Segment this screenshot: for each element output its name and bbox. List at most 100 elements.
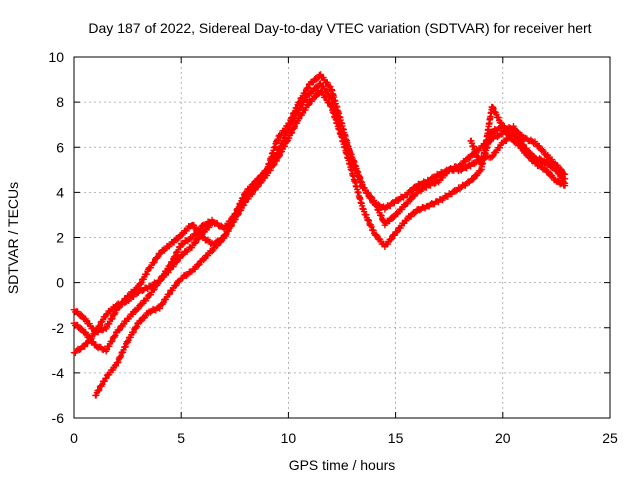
data-point <box>179 252 186 259</box>
data-point <box>327 83 334 90</box>
data-point <box>240 201 248 209</box>
data-point <box>208 216 216 224</box>
y-axis-label: SDTVAR / TECUs <box>5 182 21 294</box>
data-point <box>254 183 262 190</box>
data-point <box>254 184 261 191</box>
x-tick-label: 0 <box>70 430 78 446</box>
data-point <box>324 88 331 95</box>
data-point <box>368 193 375 201</box>
data-point <box>95 387 102 395</box>
data-point <box>507 132 514 140</box>
data-point <box>166 290 173 298</box>
data-point <box>411 210 418 217</box>
x-tick-label: 20 <box>495 430 511 446</box>
data-point <box>291 123 299 130</box>
data-point <box>138 301 145 309</box>
data-point <box>209 247 216 255</box>
data-point <box>234 211 242 219</box>
data-point <box>559 175 566 182</box>
data-point <box>143 270 150 278</box>
data-point <box>416 207 423 214</box>
data-point <box>387 236 394 243</box>
data-point <box>288 129 296 136</box>
data-point <box>312 94 319 101</box>
data-point <box>305 84 312 91</box>
data-point <box>102 374 110 382</box>
data-point <box>489 104 496 111</box>
data-point <box>390 214 397 222</box>
data-point <box>304 85 311 92</box>
data-point <box>242 198 249 206</box>
data-point <box>156 250 163 258</box>
x-tick-label: 15 <box>388 430 404 446</box>
data-point <box>133 323 140 330</box>
data-point <box>372 231 380 238</box>
data-point <box>115 327 123 334</box>
data-point <box>112 332 119 339</box>
data-point <box>227 223 235 230</box>
data-point <box>295 115 303 123</box>
data-point <box>109 337 116 345</box>
data-point <box>327 92 334 99</box>
data-point <box>452 188 460 195</box>
data-point <box>93 327 101 334</box>
data-point <box>156 277 163 285</box>
data-point <box>558 166 565 174</box>
y-tick-label: 2 <box>56 230 64 246</box>
data-point <box>138 279 145 286</box>
data-point <box>276 151 284 159</box>
y-tick-label: -6 <box>52 410 65 426</box>
data-point <box>317 80 324 87</box>
data-point <box>303 96 310 103</box>
data-point <box>412 190 420 198</box>
y-tick-label: -2 <box>52 320 65 336</box>
data-point <box>172 252 179 260</box>
data-point <box>81 343 88 350</box>
data-point <box>83 317 90 324</box>
data-point <box>196 234 203 241</box>
data-point <box>193 230 200 238</box>
data-point <box>134 306 141 313</box>
data-point <box>77 311 85 319</box>
y-tick-label: 4 <box>56 184 64 200</box>
data-point <box>540 147 547 155</box>
data-point <box>470 175 478 182</box>
data-point <box>393 229 400 236</box>
data-point <box>270 162 277 169</box>
data-point <box>96 386 103 394</box>
data-point <box>536 143 543 150</box>
data-point <box>83 331 90 338</box>
data-point <box>407 196 414 204</box>
data-point <box>160 299 167 307</box>
data-point <box>270 161 278 168</box>
data-point <box>561 180 569 187</box>
data-point <box>214 242 221 249</box>
series-track-d <box>70 123 569 357</box>
data-point <box>109 315 116 322</box>
data-point <box>324 79 331 86</box>
y-tick-label: 8 <box>56 94 64 110</box>
data-point <box>195 262 202 269</box>
tick-layer: 0 5 10 15 20 25 -6 -4 -2 0 2 4 6 8 10 <box>48 49 618 446</box>
data-point <box>283 138 291 145</box>
data-point <box>466 154 473 162</box>
data-point <box>232 216 239 223</box>
y-tick-label: 0 <box>56 275 64 291</box>
data-point <box>157 276 164 284</box>
data-point <box>373 232 381 240</box>
x-tick-label: 5 <box>177 430 185 446</box>
data-point <box>296 105 304 112</box>
data-point <box>530 153 537 160</box>
data-point <box>196 261 203 268</box>
data-point <box>190 222 198 229</box>
data-point <box>394 228 401 235</box>
data-point <box>77 325 85 332</box>
data-point <box>288 130 295 137</box>
data-layer <box>70 71 569 399</box>
x-axis-label: GPS time / hours <box>289 457 396 473</box>
data-point <box>169 258 176 265</box>
data-point <box>173 282 180 289</box>
y-tick-label: -4 <box>52 365 65 381</box>
